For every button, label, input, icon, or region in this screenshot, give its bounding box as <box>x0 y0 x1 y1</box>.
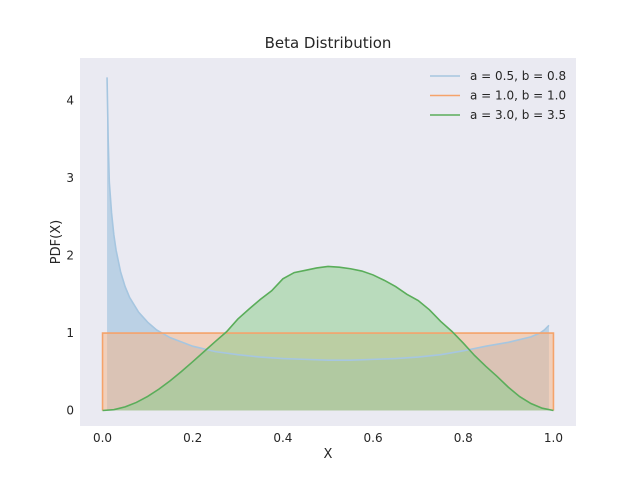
legend-label: a = 1.0, b = 1.0 <box>470 89 566 103</box>
series-1-line <box>106 77 550 361</box>
x-tick-label: 1.0 <box>544 431 563 445</box>
y-tick-label: 4 <box>66 94 74 108</box>
x-tick-label: 0.6 <box>364 431 383 445</box>
x-tick-label: 0.0 <box>93 431 112 445</box>
legend-label: a = 3.0, b = 3.5 <box>470 108 566 122</box>
series-layer <box>101 77 555 412</box>
series-3-line <box>102 265 554 412</box>
series-3-area <box>102 266 554 411</box>
x-tick-label: 0.8 <box>454 431 473 445</box>
chart-title: Beta Distribution <box>265 34 392 52</box>
x-tick-label: 0.2 <box>183 431 202 445</box>
y-tick-label: 2 <box>66 249 74 263</box>
x-axis-label: X <box>324 447 333 462</box>
x-tick-label: 0.4 <box>273 431 292 445</box>
legend-label: a = 0.5, b = 0.8 <box>470 69 566 83</box>
y-tick-label: 1 <box>66 326 74 340</box>
y-axis: 0 1 2 3 4 <box>66 94 74 418</box>
y-axis-label: PDF(X) <box>49 220 64 264</box>
series-2-line <box>101 332 555 411</box>
legend: a = 0.5, b = 0.8 a = 1.0, b = 1.0 a = 3.0,… <box>430 69 566 122</box>
x-axis: 0.0 0.2 0.4 0.6 0.8 1.0 <box>93 431 563 445</box>
y-tick-label: 3 <box>66 171 74 185</box>
y-tick-label: 0 <box>66 404 74 418</box>
